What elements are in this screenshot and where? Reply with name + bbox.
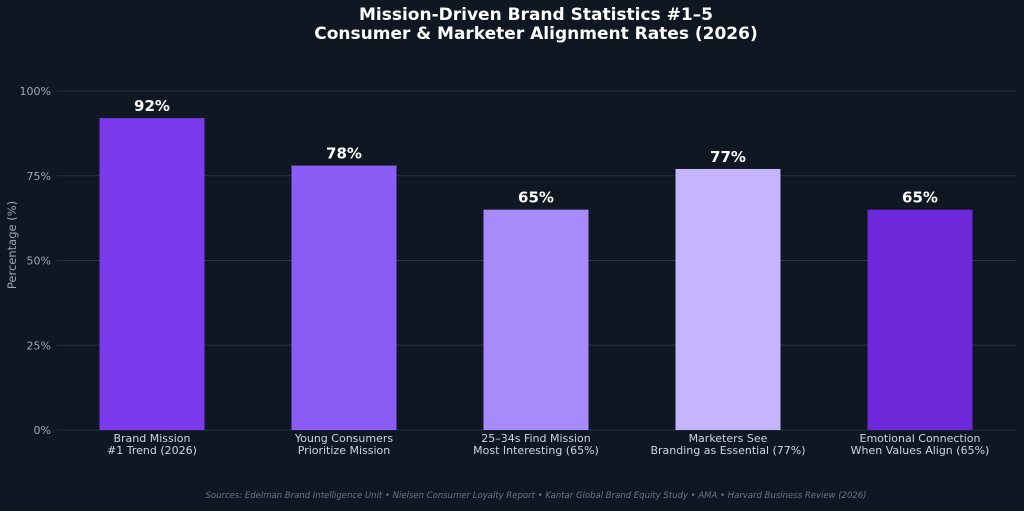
category-label: When Values Align (65%) [851,444,990,457]
category-label: Young Consumers [294,432,394,445]
data-label: 92% [134,97,170,115]
category-label: 25–34s Find Mission [481,432,591,445]
bar [99,118,205,431]
category-label: #1 Trend (2026) [107,444,197,457]
bars [99,118,973,431]
y-tick-label: 100% [20,85,51,98]
y-axis-ticks: 0% 25% 50% 75% 100% [20,85,51,437]
data-label: 77% [710,148,746,166]
data-label: 65% [518,189,554,207]
y-tick-label: 25% [27,339,51,352]
chart-title-line-1: Mission-Driven Brand Statistics #1–5 [359,5,713,25]
bar [675,168,781,430]
category-label: Emotional Connection [860,432,981,445]
bar [867,209,973,430]
bar [291,165,397,430]
y-axis-label: Percentage (%) [5,201,19,289]
bar [483,209,589,430]
category-label: Brand Mission [113,432,190,445]
y-tick-label: 50% [27,255,51,268]
data-label: 65% [902,189,938,207]
y-tick-label: 75% [27,170,51,183]
category-label: Branding as Essential (77%) [650,444,805,457]
category-label: Prioritize Mission [298,444,391,457]
y-tick-label: 0% [34,424,51,437]
category-label: Most Interesting (65%) [473,444,599,457]
data-labels: 92% 78% 65% 77% 65% [134,97,938,207]
data-label: 78% [326,145,362,163]
chart-title-line-2: Consumer & Marketer Alignment Rates (202… [314,24,757,44]
source-note: Sources: Edelman Brand Intelligence Unit… [205,491,866,501]
category-labels: Brand Mission#1 Trend (2026) Young Consum… [107,432,989,457]
category-label: Marketers See [689,432,768,445]
